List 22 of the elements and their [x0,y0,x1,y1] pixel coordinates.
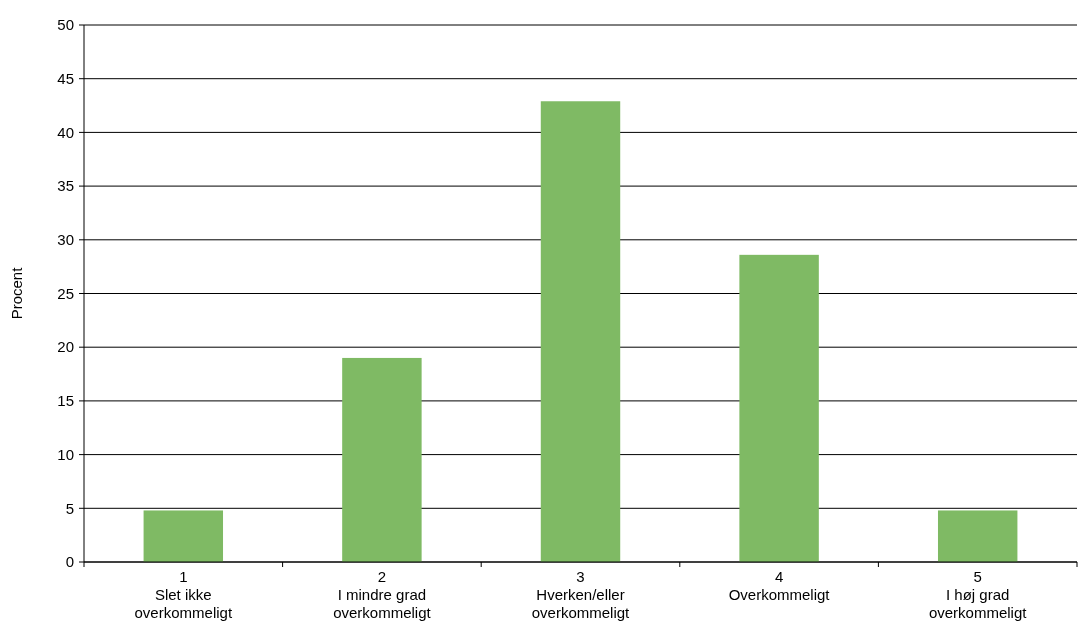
x-tick-label: 1 Slet ikke overkommeligt [134,568,233,621]
y-tick-label: 40 [57,123,74,141]
y-tick-label: 45 [57,69,74,87]
y-tick-label: 5 [65,499,74,517]
bar [739,254,819,562]
y-tick-label: 15 [57,392,74,410]
y-tick-label: 35 [57,177,74,195]
y-tick-label: 10 [57,445,74,463]
x-tick-label: 2 I mindre grad overkommeligt [333,568,432,621]
y-tick-label: 0 [65,553,74,571]
x-tick-label: 3 Hverken/eller overkommeligt [531,568,631,621]
bar [937,510,1018,562]
y-tick-label: 50 [57,16,74,34]
y-tick-label: 30 [57,231,74,249]
bar [540,101,621,562]
bar [143,510,224,562]
y-tick-label: 20 [57,338,74,356]
y-axis-title: Procent [8,266,25,320]
y-tick-label: 25 [57,284,74,302]
bar [342,357,422,562]
x-tick-label: 5 I høj grad overkommeligt [928,568,1028,621]
x-tick-label: 4 Overkommeligt [728,568,831,603]
